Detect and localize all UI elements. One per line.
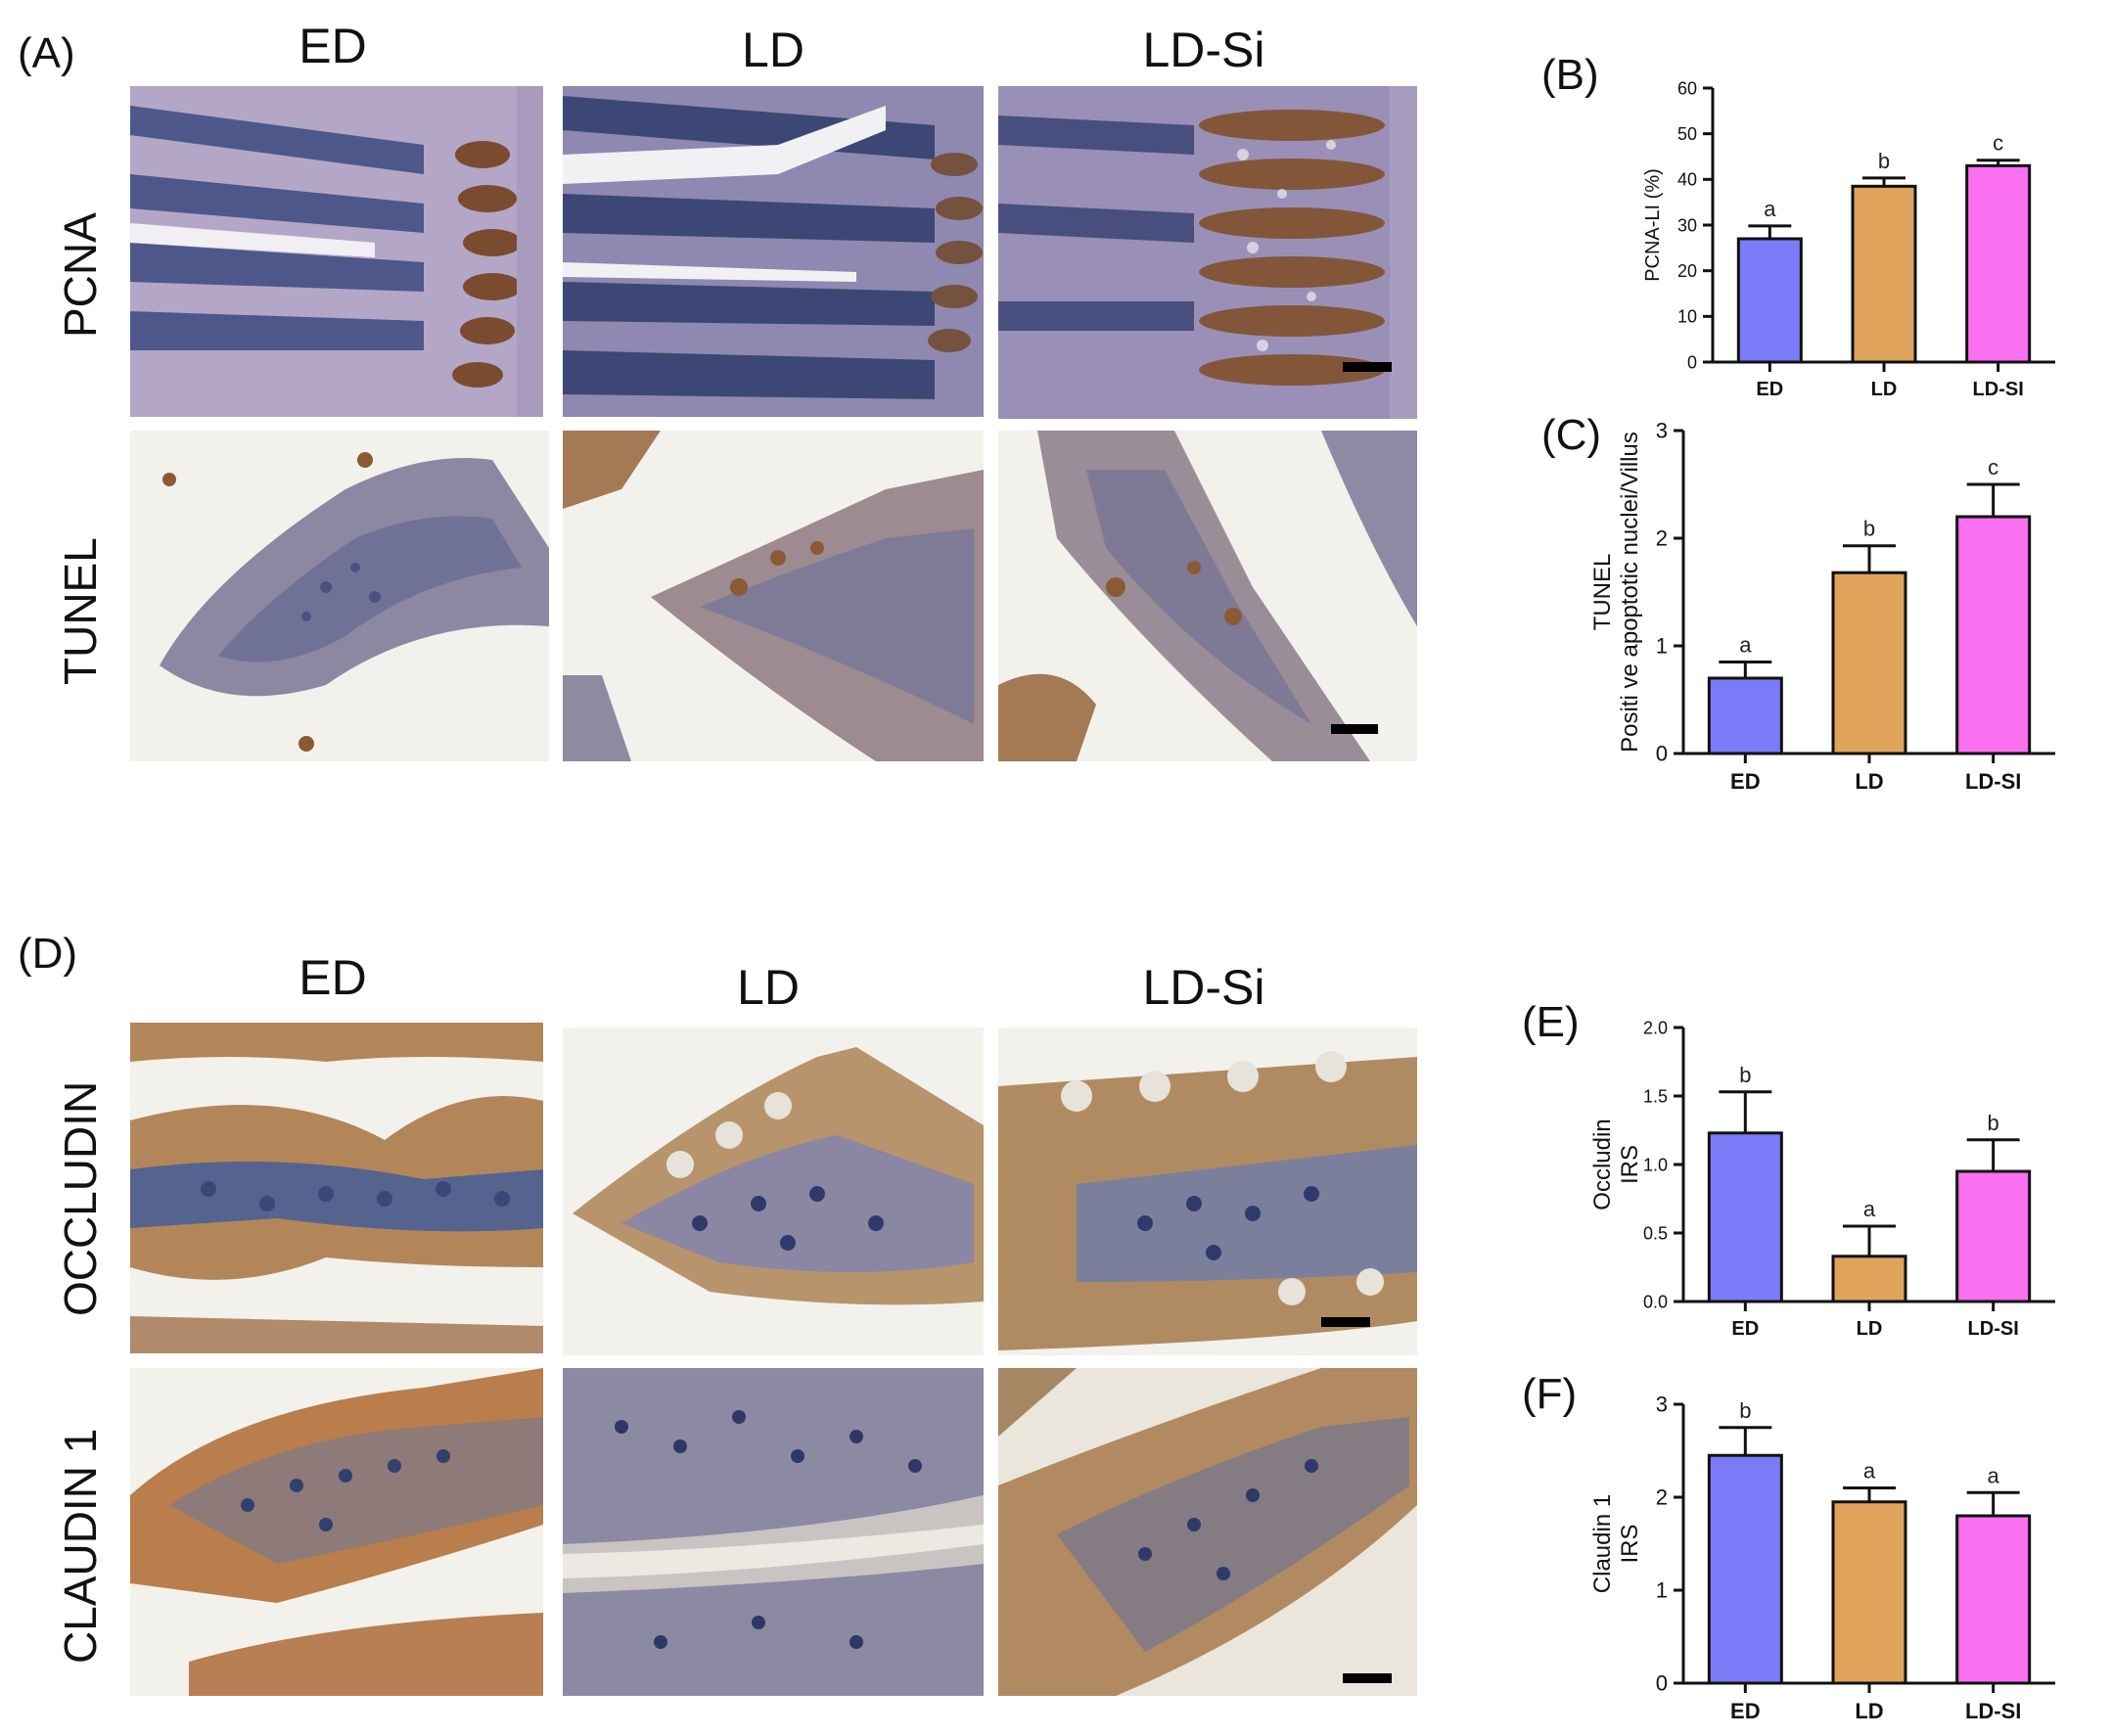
chart-f-bar [1831,1500,1907,1685]
column-heading-ld: LD [737,960,800,1015]
chart-b-significance-letter: a [1764,197,1776,221]
chart-b-y-tick-label: 30 [1677,215,1697,235]
micrograph-claudin-1-ld [563,1368,984,1696]
chart-c-y-tick-label: 2 [1656,526,1668,551]
column-heading-ed: ED [298,950,367,1005]
column-heading-ld-si: LD-Si [1142,23,1265,77]
chart-c-bar [1831,571,1907,755]
chart-f-y-axis-label: Claudin 1 [1589,1494,1616,1593]
chart-b-significance-letter: c [1993,131,2003,156]
micrograph-tunel-ld-si [998,431,1417,761]
chart-f-bar [1707,1453,1783,1685]
chart-e-category-label: ED [1731,1318,1759,1340]
column-heading-ld-si: LD-Si [1142,960,1265,1015]
micrograph-tunel-ld [563,431,984,761]
micrograph-pcna-ed [130,86,543,417]
column-heading-ed: ED [298,19,367,73]
chart-b-bar [1851,184,1917,364]
chart-c-y-axis-label-line2: Positi ve apoptotic nuclei/Villus [1617,432,1643,753]
micrograph-pcna-ld [563,86,984,417]
chart-e-bar [1955,1169,2032,1303]
micrograph-claudin-1-ld-si [998,1368,1417,1696]
chart-f-y-tick-label: 1 [1656,1578,1668,1603]
chart-b-bar [1965,163,2032,364]
micrograph-occludin-ld-si [998,1028,1417,1355]
chart-b-y-axis-label: PCNA-LI (%) [1642,168,1664,282]
chart-f-y-tick-label: 0 [1656,1671,1668,1696]
chart-c-significance-letter: c [1988,455,1998,480]
chart-c-significance-letter: b [1863,517,1875,541]
chart-c-significance-letter: a [1739,633,1752,658]
chart-b-y-tick-label: 0 [1687,352,1697,372]
chart-f-y-axis-label-line2: IRS [1617,1524,1643,1563]
chart-e-significance-letter: b [1988,1111,1999,1135]
row-heading-claudin-1: CLAUDIN 1 [55,1428,106,1664]
micrograph-occludin-ld [563,1028,984,1355]
chart-e-y-tick-label: 0.0 [1643,1292,1668,1311]
chart-e-y-tick-label: 0.5 [1643,1223,1668,1243]
chart-f-significance-letter: b [1739,1398,1751,1423]
chart-b-pcna: 0 10 20 30 40 50 60 a ED b LD c LD-SI PCNA-LI (%) [1595,69,2085,416]
chart-f-category-label: ED [1730,1699,1761,1723]
chart-f-y-tick-label: 2 [1656,1485,1668,1510]
chart-e-y-axis-label: Occludin [1589,1119,1616,1210]
panel-label-c: (C) [1541,411,1602,459]
row-heading-pcna: PCNA [55,212,106,338]
row-heading-tunel: TUNEL [55,537,106,685]
chart-f-bar [1955,1514,2032,1685]
chart-b-y-tick-label: 60 [1677,78,1697,98]
chart-e-category-label: LD-SI [1968,1318,2019,1340]
chart-e-bar [1707,1131,1783,1303]
panel-label-b: (B) [1541,51,1599,99]
chart-f-significance-letter: a [1988,1463,2000,1487]
chart-e-significance-letter: b [1739,1063,1751,1087]
panel-label-a: (A) [18,29,75,77]
chart-c-bar [1707,676,1783,755]
chart-b-y-tick-label: 50 [1677,124,1697,144]
chart-e-y-axis-label-line2: IRS [1617,1145,1643,1184]
row-heading-occludin: OCCLUDIN [55,1080,106,1316]
chart-c-y-tick-label: 1 [1656,634,1668,659]
chart-f-significance-letter: a [1863,1459,1876,1484]
chart-b-category-label: LD [1871,379,1898,400]
chart-f-category-label: LD-SI [1965,1699,2021,1723]
chart-e-y-tick-label: 1.0 [1643,1155,1668,1174]
chart-c-y-axis-label: TUNEL [1589,554,1616,631]
chart-e-occludin: 0.0 0.5 1.0 1.5 2.0 b ED a LD b LD-SI Occludin IRS [1566,1008,2085,1341]
chart-f-category-label: LD [1855,1699,1883,1723]
chart-e-y-tick-label: 1.5 [1643,1086,1668,1106]
column-heading-ld: LD [742,23,804,77]
chart-f-claudin-1: 0 1 2 3 b ED a LD a LD-SI Claudin 1 IRS [1566,1380,2085,1727]
micrograph-claudin-1-ed [130,1368,543,1696]
chart-b-category-label: ED [1756,379,1783,400]
chart-f-y-tick-label: 3 [1656,1393,1668,1417]
chart-e-category-label: LD [1857,1318,1883,1340]
chart-b-category-label: LD-SI [1973,379,2024,400]
chart-b-y-tick-label: 40 [1677,170,1697,190]
chart-e-significance-letter: a [1863,1197,1876,1221]
chart-e-y-tick-label: 2.0 [1643,1018,1668,1037]
chart-b-significance-letter: b [1878,149,1890,173]
chart-c-category-label: LD-SI [1965,769,2021,794]
chart-c-y-tick-label: 0 [1656,742,1668,766]
panel-label-d: (D) [18,930,78,978]
micrograph-occludin-ed [130,1023,543,1353]
chart-b-y-tick-label: 20 [1677,261,1697,281]
chart-c-y-tick-label: 3 [1656,419,1668,443]
chart-c-category-label: ED [1730,769,1761,794]
micrograph-pcna-ld-si [998,86,1417,419]
panel-label-e: (E) [1522,998,1580,1046]
panel-label-f: (F) [1522,1370,1578,1418]
chart-c-bar [1955,515,2032,755]
chart-c-tunel: 0 1 2 3 a ED b LD c LD-SI TUNEL Positi ve apoptotic… [1566,391,2085,812]
chart-b-bar [1736,237,1803,364]
chart-b-y-tick-label: 10 [1677,307,1697,327]
micrograph-tunel-ed [130,431,549,761]
chart-e-bar [1831,1255,1907,1303]
chart-c-category-label: LD [1855,769,1883,794]
